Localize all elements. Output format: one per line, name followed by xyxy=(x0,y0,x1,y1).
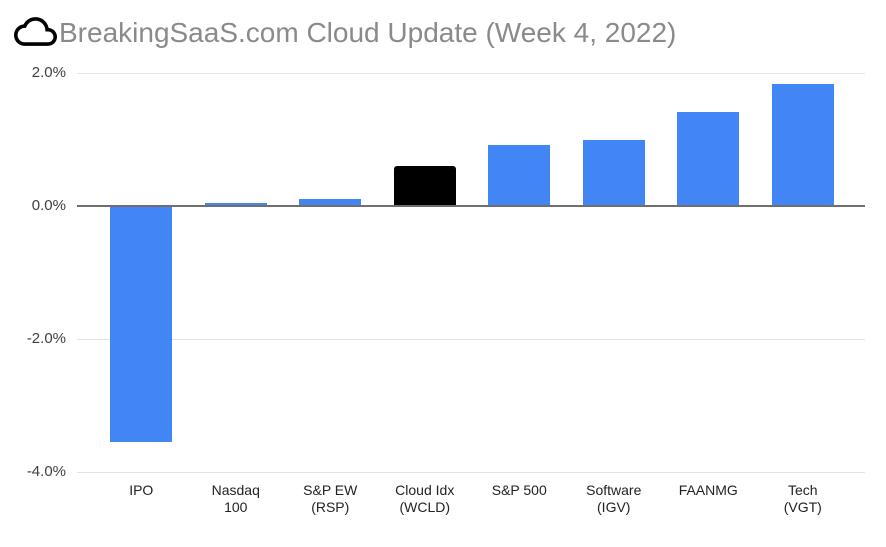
x-axis-label: FAANMG xyxy=(678,482,738,498)
bar-band xyxy=(283,73,378,472)
x-axis-label: Software (IGV) xyxy=(586,482,642,515)
y-tick-label: -2.0% xyxy=(26,330,66,347)
y-tick-label: 2.0% xyxy=(31,64,66,81)
bars-area xyxy=(94,73,850,472)
bar-band xyxy=(378,73,473,472)
chart-title: BreakingSaaS.com Cloud Update (Week 4, 2… xyxy=(59,17,677,48)
x-axis-label: IPO xyxy=(129,482,154,498)
y-tick-label: 0.0% xyxy=(31,197,66,214)
bar-band xyxy=(756,73,851,472)
bar-tech[interactable] xyxy=(771,83,834,206)
bar-software[interactable] xyxy=(582,140,645,206)
bar-band xyxy=(567,73,662,472)
bar-band xyxy=(189,73,284,472)
x-axis-label: Tech (VGT) xyxy=(783,482,822,515)
baseline-gridline xyxy=(77,205,865,207)
x-axis-labels: IPO Nasdaq 100 S&P EW (RSP) Cloud Idx (WCLD… xyxy=(94,482,850,516)
y-tick-label: -4.0% xyxy=(26,463,66,480)
bar-cloud-idx[interactable] xyxy=(393,166,456,206)
x-axis-label: Cloud Idx (WCLD) xyxy=(395,482,455,515)
cloud-outline-icon xyxy=(14,15,57,53)
gridline xyxy=(77,338,865,340)
bar-faanmg[interactable] xyxy=(677,111,740,206)
bar-band xyxy=(661,73,756,472)
bar-s-p-500[interactable] xyxy=(488,144,551,206)
bar-ipo[interactable] xyxy=(110,206,173,443)
gridline xyxy=(77,72,865,74)
x-axis-label: Nasdaq 100 xyxy=(211,482,260,515)
bar-s-p-ew[interactable] xyxy=(299,199,362,206)
bar-nasdaq[interactable] xyxy=(204,202,267,206)
x-axis-label: S&P EW (RSP) xyxy=(303,482,358,515)
bar-band xyxy=(94,73,189,472)
x-axis-label: S&P 500 xyxy=(491,482,547,498)
chart-title-row: BreakingSaaS.com Cloud Update (Week 4, 2… xyxy=(14,13,676,53)
bar-band xyxy=(472,73,567,472)
plot-area xyxy=(77,72,865,473)
gridline xyxy=(77,471,865,473)
